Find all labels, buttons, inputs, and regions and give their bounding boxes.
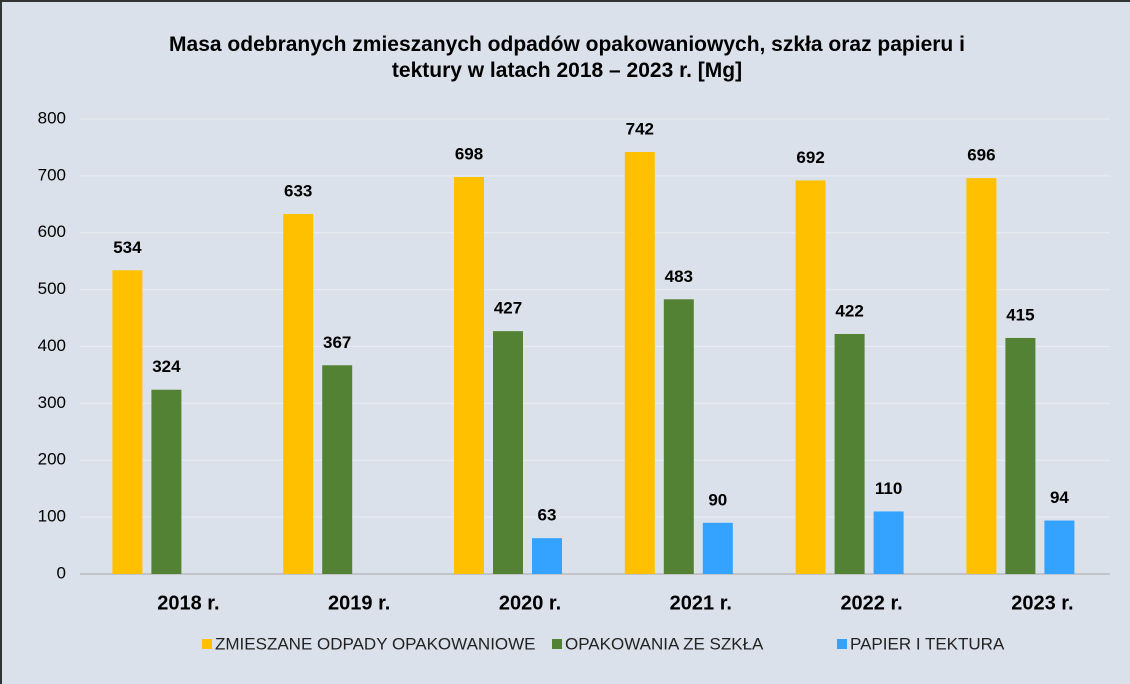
legend-swatch (202, 639, 212, 649)
value-label: 483 (665, 267, 693, 286)
bar (493, 331, 523, 574)
value-label: 427 (494, 299, 522, 318)
value-label: 742 (626, 119, 654, 138)
legend-label: PAPIER I TEKTURA (850, 634, 1005, 653)
value-label: 534 (113, 238, 142, 257)
value-label: 63 (538, 506, 557, 525)
y-tick-label: 100 (38, 507, 66, 526)
value-label: 696 (967, 146, 995, 165)
bar (702, 522, 733, 574)
y-tick-label: 0 (57, 563, 66, 582)
y-tick-label: 400 (38, 336, 66, 355)
bar (1005, 337, 1036, 574)
bar (834, 333, 865, 574)
y-tick-label: 300 (38, 393, 66, 412)
x-tick-label: 2021 r. (670, 592, 732, 614)
bar (624, 151, 655, 575)
y-tick-label: 500 (38, 279, 66, 298)
bar (873, 511, 904, 574)
bar (966, 178, 997, 574)
legend-swatch (837, 639, 847, 649)
bar (795, 180, 826, 575)
legend-swatch (552, 639, 562, 649)
x-tick-label: 2022 r. (840, 592, 902, 614)
value-label: 698 (455, 144, 483, 163)
x-tick-label: 2020 r. (499, 592, 561, 614)
bar (112, 270, 143, 574)
bar (1044, 520, 1075, 574)
legend-label: OPAKOWANIA ZE SZKŁA (565, 634, 764, 653)
value-label: 367 (323, 333, 351, 352)
value-label: 422 (835, 301, 863, 320)
x-tick-label: 2019 r. (328, 592, 390, 614)
value-label: 90 (708, 490, 727, 509)
bar (322, 365, 353, 574)
value-label: 94 (1050, 488, 1069, 507)
x-tick-label: 2023 r. (1011, 592, 1073, 614)
bar (151, 389, 182, 574)
chart-title: Masa odebranych zmieszanych odpadów opak… (169, 33, 965, 82)
bar (283, 213, 314, 574)
bar (663, 299, 694, 574)
y-tick-label: 200 (38, 450, 66, 469)
legend-label: ZMIESZANE ODPADY OPAKOWANIOWE (215, 634, 536, 653)
value-label: 110 (875, 479, 902, 498)
bar (532, 538, 562, 574)
value-label: 324 (152, 357, 181, 376)
value-label: 692 (796, 148, 824, 167)
value-label: 633 (284, 181, 312, 200)
y-tick-label: 700 (38, 165, 66, 184)
y-tick-label: 800 (38, 108, 66, 127)
bar (454, 177, 484, 574)
x-tick-label: 2018 r. (157, 592, 219, 614)
value-label: 415 (1006, 305, 1034, 324)
y-tick-label: 600 (38, 222, 66, 241)
